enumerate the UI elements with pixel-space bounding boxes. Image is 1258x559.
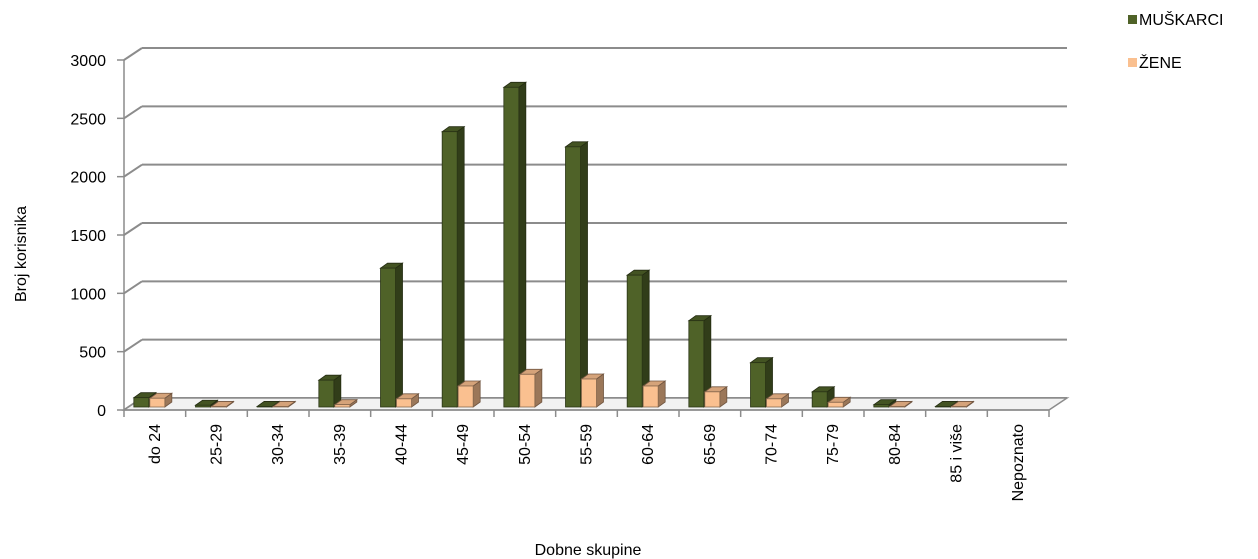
x-tick-label: 25-29 xyxy=(209,424,226,465)
bar-muskarci-2-front xyxy=(256,406,273,408)
bar-muskarci-3-front xyxy=(318,379,335,408)
bar-muskarci-4-side xyxy=(395,262,403,408)
bar-zene-7-front xyxy=(581,378,597,408)
bar-muskarci-3 xyxy=(317,374,343,408)
bar-muskarci-7 xyxy=(564,141,589,408)
bar-muskarci-0-front xyxy=(133,397,150,408)
bar-muskarci-5-side xyxy=(456,125,465,408)
x-tick-label: 45-49 xyxy=(455,424,472,465)
bar-zene-1 xyxy=(210,400,235,408)
legend-swatch xyxy=(1128,58,1137,67)
bar-muskarci-6-front xyxy=(503,86,520,408)
x-tick-label: 65-69 xyxy=(702,424,719,465)
gridline-3000 xyxy=(123,47,143,61)
gridline-2500 xyxy=(123,105,143,120)
bar-muskarci-13-front xyxy=(935,406,951,408)
gridline-2000 xyxy=(123,163,143,178)
bar-zene-5 xyxy=(456,380,482,408)
bar-zene-6-front xyxy=(519,373,536,408)
bar-zene-6 xyxy=(518,368,544,408)
bar-zene-2 xyxy=(271,400,297,408)
bar-zene-0-front xyxy=(149,397,166,408)
bar-muskarci-8 xyxy=(625,269,651,408)
bar-muskarci-7-side xyxy=(580,141,588,408)
x-axis-title: Dobne skupine xyxy=(535,542,642,559)
bar-muskarci-5 xyxy=(440,125,466,408)
y-tick-label: 2500 xyxy=(70,111,106,128)
bar-muskarci-8-front xyxy=(626,274,643,408)
bar-muskarci-12-front xyxy=(873,404,890,408)
bar-zene-9 xyxy=(703,386,729,408)
x-tick-label: 75-79 xyxy=(825,424,842,465)
bar-zene-2-front xyxy=(272,406,289,408)
chart-floor xyxy=(117,59,1070,417)
bar-zene-1-front xyxy=(211,406,227,408)
x-tick-label: 35-39 xyxy=(332,424,349,465)
bar-zene-9-front xyxy=(704,391,721,408)
legend-swatch xyxy=(1128,15,1137,24)
y-axis-title: Broj korisnika xyxy=(13,206,30,302)
gridline-500 xyxy=(123,338,143,353)
bar-muskarci-5-front xyxy=(441,131,458,408)
bar-zene-13-front xyxy=(951,406,967,408)
bar-zene-10-front xyxy=(766,398,782,408)
x-tick-label: 40-44 xyxy=(394,424,411,465)
y-tick-label: 1000 xyxy=(70,286,106,303)
bar-muskarci-6-side xyxy=(518,81,527,408)
legend-label: ŽENE xyxy=(1139,53,1182,72)
bar-muskarci-11-front xyxy=(811,391,828,408)
gridline-1500 xyxy=(123,222,143,236)
x-tick-label: 60-64 xyxy=(640,424,657,465)
bar-muskarci-4 xyxy=(379,262,404,408)
bar-zene-8 xyxy=(641,380,667,408)
x-tick-label: 55-59 xyxy=(579,424,596,465)
bar-muskarci-1-front xyxy=(195,404,211,408)
x-tick-label: 50-54 xyxy=(517,424,534,465)
bar-zene-8-front xyxy=(642,385,659,408)
bar-zene-11-front xyxy=(827,401,844,408)
bar-muskarci-6 xyxy=(502,81,528,408)
x-tick-label: 80-84 xyxy=(887,424,904,465)
x-tick-label: Nepoznato xyxy=(1010,424,1027,501)
bar-muskarci-9 xyxy=(687,314,713,408)
bar-zene-4 xyxy=(395,393,420,408)
y-tick-label: 2000 xyxy=(70,170,106,187)
x-tick-label: 85 i više xyxy=(949,424,966,483)
gridline-1000 xyxy=(123,280,143,295)
bar-zene-10 xyxy=(765,393,790,408)
bar-muskarci-4-front xyxy=(380,267,396,408)
y-tick-label: 500 xyxy=(79,345,106,362)
bar-zene-5-front xyxy=(457,385,474,408)
bar-zene-0 xyxy=(148,392,174,408)
legend-label: MUŠKARCI xyxy=(1139,10,1223,29)
y-tick-labels: 0 500 1000 1500 2000 2500 3000 xyxy=(70,53,106,420)
bar-zene-13 xyxy=(950,400,975,408)
bar-zene-7-side xyxy=(596,373,604,408)
bar-zene-12 xyxy=(888,400,914,408)
bar-muskarci-10-front xyxy=(750,362,766,408)
bar-muskarci-9-front xyxy=(688,320,705,408)
gridlines xyxy=(123,47,1067,411)
bar-zene-12-front xyxy=(889,406,906,408)
bars xyxy=(132,81,975,408)
bar-zene-7 xyxy=(580,373,605,408)
bar-muskarci-7-front xyxy=(565,146,581,408)
x-tick-labels: do 24 25-29 30-34 35-39 40-44 45-49 50-54 55-59… xyxy=(147,424,1027,501)
y-tick-label: 0 xyxy=(97,403,106,420)
x-tick-label: 30-34 xyxy=(270,424,287,465)
y-tick-label: 3000 xyxy=(70,53,106,70)
y-tick-label: 1500 xyxy=(70,228,106,245)
x-tick-label: do 24 xyxy=(147,424,164,464)
legend: MUŠKARCI ŽENE xyxy=(1128,10,1223,72)
bar-zene-4-front xyxy=(396,398,412,408)
bar-zene-11 xyxy=(826,396,852,408)
bar-zene-3 xyxy=(333,398,359,408)
x-tick-label: 70-74 xyxy=(764,424,781,465)
bar-zene-6-side xyxy=(534,368,543,408)
bar-zene-3-front xyxy=(334,404,351,408)
